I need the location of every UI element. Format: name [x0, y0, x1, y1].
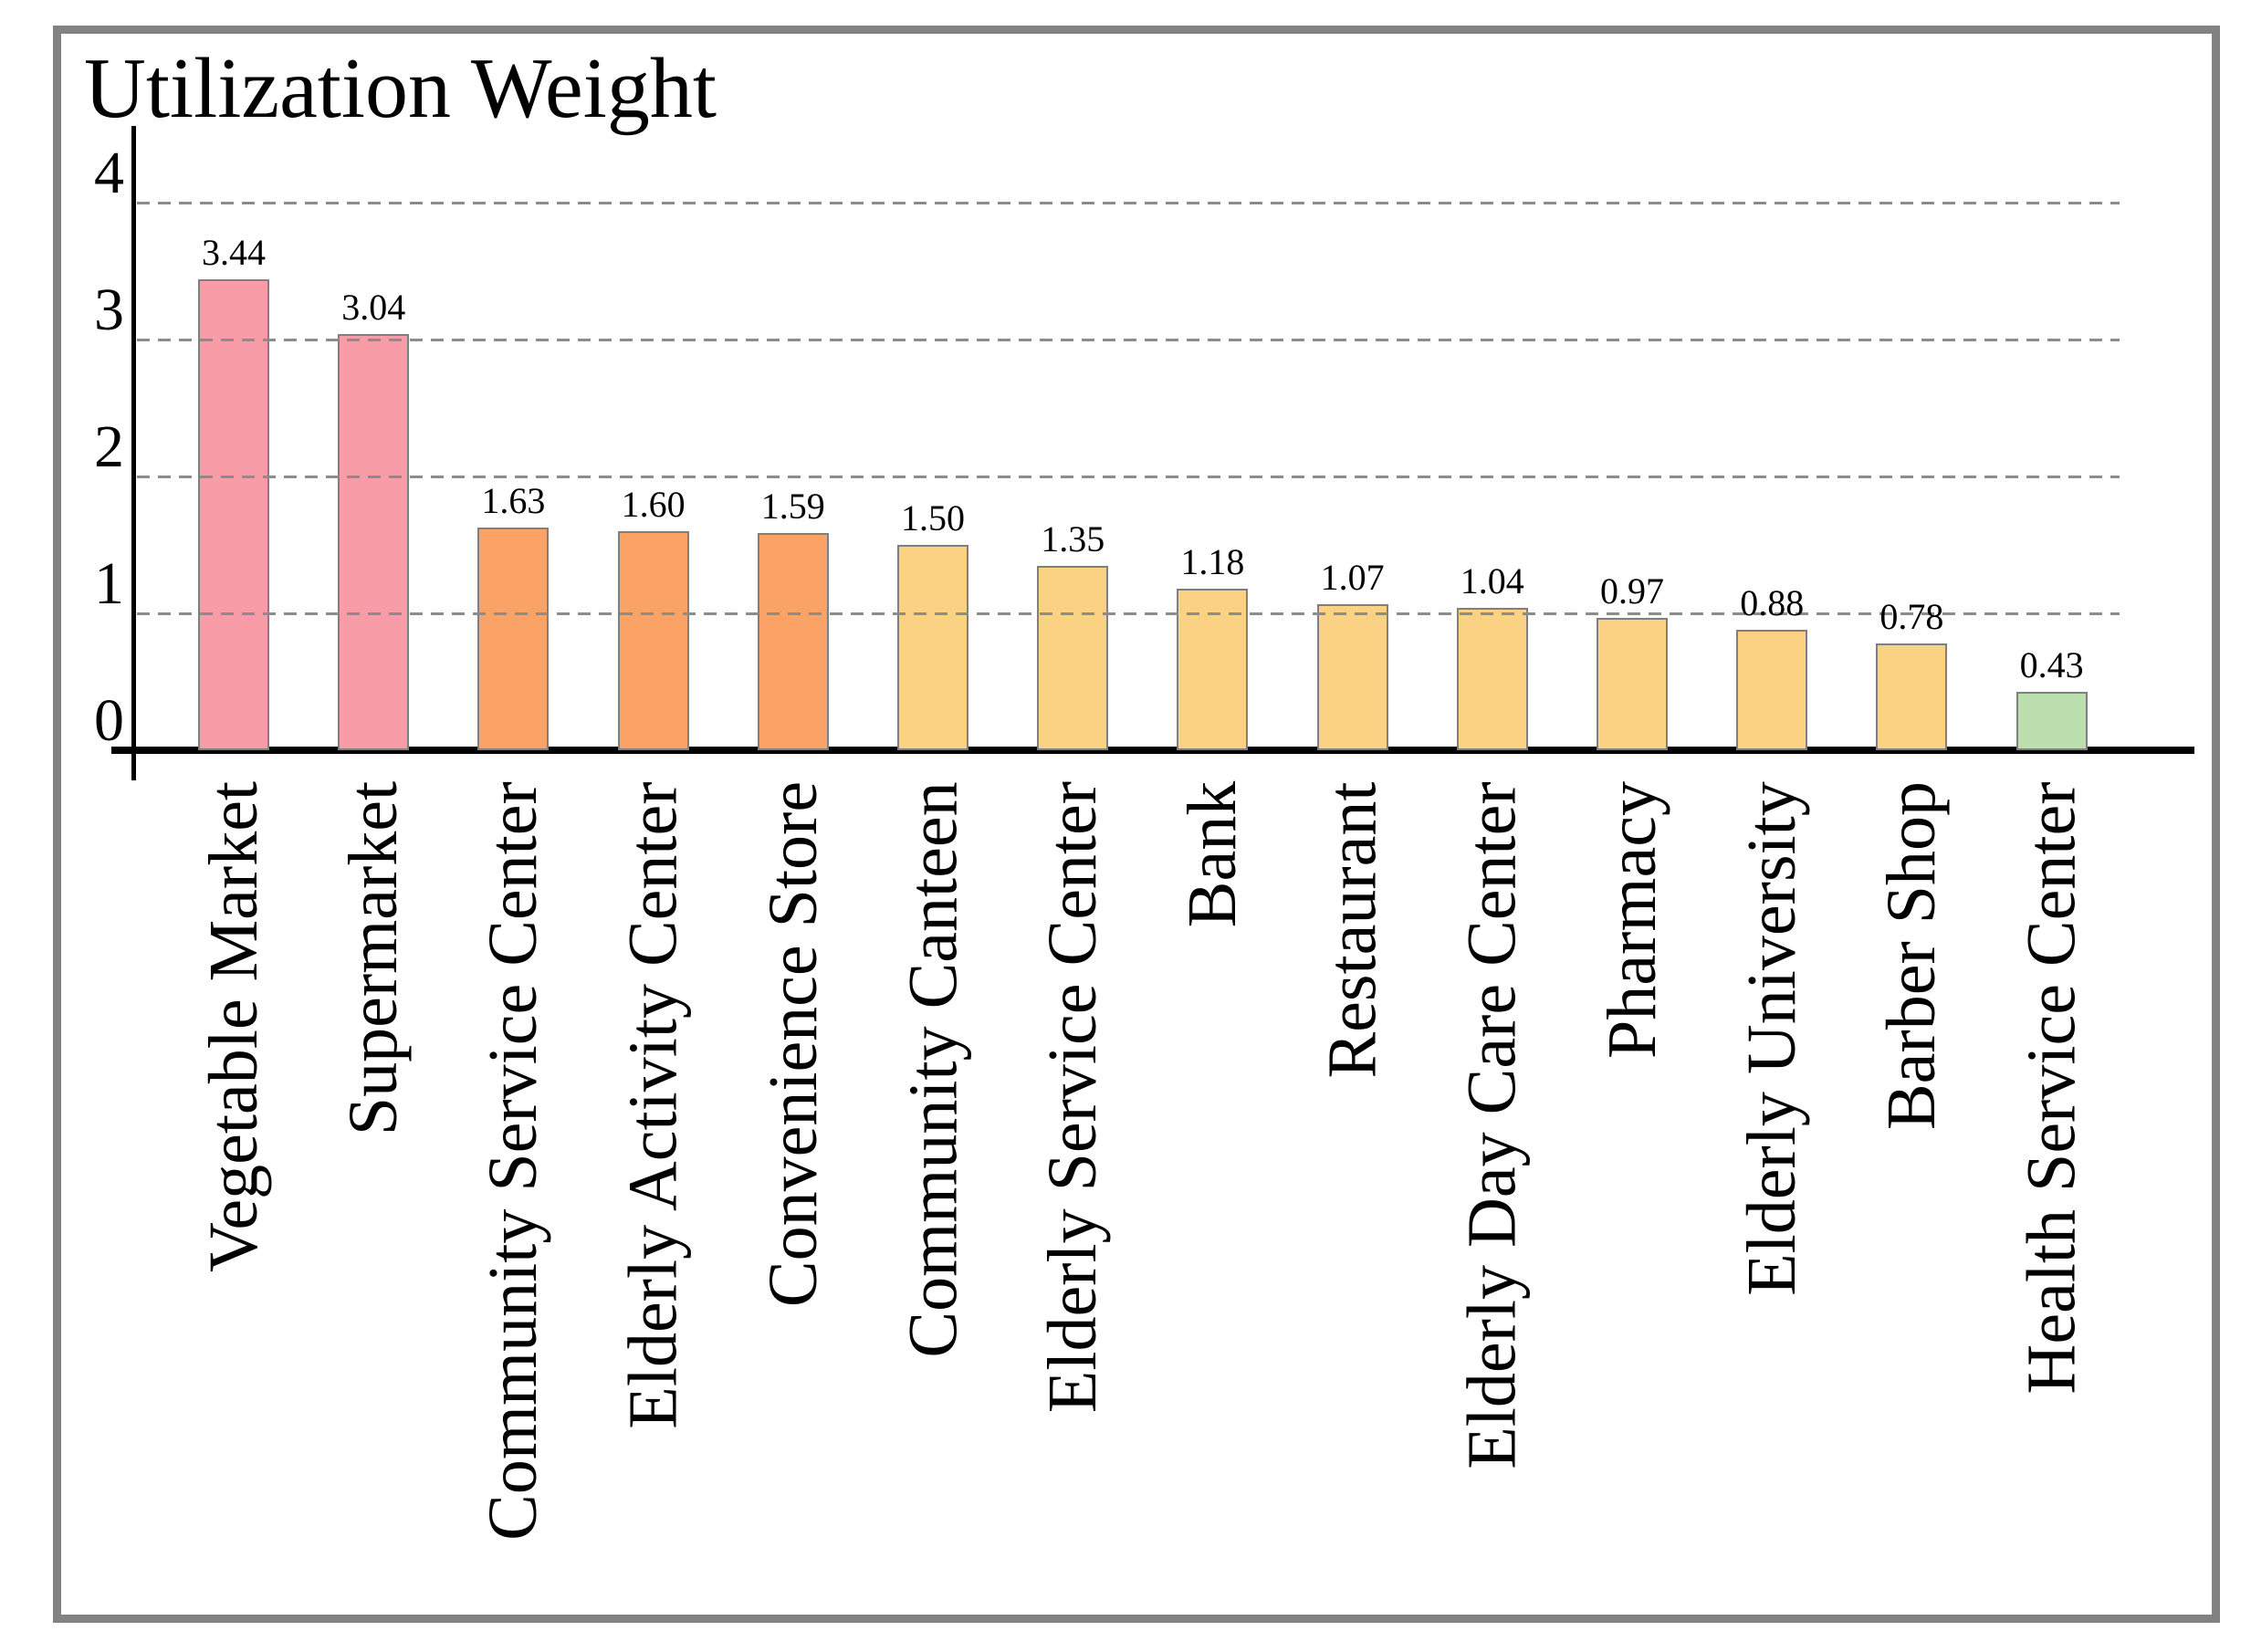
x-axis-line	[111, 747, 2194, 754]
x-category-label: Supermarket	[335, 780, 413, 1136]
x-category-label: Bank	[1174, 780, 1251, 928]
bar-value-label: 1.59	[760, 485, 825, 527]
x-category-label: Elderly Service Center	[1034, 780, 1112, 1414]
gridline	[137, 612, 2120, 615]
bar-value-label: 1.63	[481, 479, 546, 521]
x-category-label: Vegetable Market	[195, 780, 273, 1273]
y-tick-label: 1	[94, 550, 124, 617]
x-category-label: Elderly Day Care Center	[1453, 780, 1531, 1469]
bar	[477, 527, 550, 750]
bar-value-label: 1.50	[901, 497, 965, 538]
bar	[1597, 617, 1668, 750]
gridline	[137, 476, 2120, 478]
x-category-label: Community Canteen	[895, 780, 972, 1358]
bar	[1037, 565, 1109, 750]
bar-value-label: 1.07	[1320, 556, 1385, 598]
y-tick-label: 3	[94, 277, 124, 343]
bar	[1316, 603, 1388, 750]
bar-value-label: 1.04	[1460, 560, 1524, 601]
x-category-label: Health Service Center	[2013, 780, 2090, 1395]
x-category-label: Pharmacy	[1593, 781, 1670, 1059]
x-category-label: Barber Shop	[1873, 780, 1951, 1131]
bar-value-label: 0.78	[1879, 596, 1944, 637]
bar	[1736, 630, 1808, 750]
y-tick-label: 4	[94, 140, 124, 206]
bar-value-label: 1.60	[621, 484, 686, 525]
bar-value-label: 1.18	[1180, 541, 1245, 582]
x-category-label: Community Service Center	[475, 781, 552, 1541]
bar-value-label: 0.43	[2019, 643, 2084, 685]
y-axis-line	[131, 126, 136, 780]
bar	[617, 531, 689, 750]
gridline	[137, 202, 2120, 204]
gridline	[137, 339, 2120, 341]
x-category-label: Restaurant	[1314, 780, 1391, 1079]
y-tick-label: 0	[94, 687, 124, 754]
bar	[1177, 589, 1249, 750]
bar	[198, 279, 269, 750]
bar	[757, 532, 829, 750]
y-tick-label: 2	[94, 413, 124, 480]
bar	[1876, 643, 1948, 750]
bar-value-label: 3.04	[341, 287, 406, 328]
x-category-label: Elderly University	[1733, 781, 1810, 1296]
bar	[2015, 691, 2088, 750]
bar	[338, 334, 410, 750]
chart-frame	[53, 26, 2220, 1623]
x-category-label: Elderly Activity Center	[614, 780, 692, 1429]
bar-value-label: 3.44	[202, 232, 266, 273]
x-category-label: Convenience Store	[754, 780, 832, 1308]
bar-value-label: 0.88	[1740, 582, 1805, 623]
bar	[897, 545, 968, 750]
bar-value-label: 0.97	[1600, 570, 1664, 612]
bar	[1456, 608, 1528, 750]
bar-value-label: 1.35	[1041, 518, 1105, 559]
chart-title: Utilization Weight	[84, 41, 717, 136]
